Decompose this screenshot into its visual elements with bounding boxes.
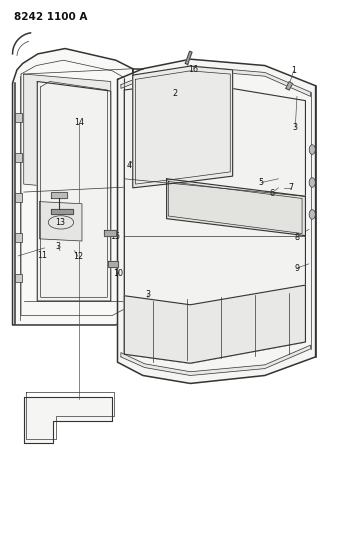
Bar — [15, 114, 22, 122]
Bar — [15, 154, 22, 162]
Bar — [15, 274, 22, 282]
Polygon shape — [104, 230, 116, 236]
Text: 3: 3 — [293, 123, 298, 132]
Text: 12: 12 — [73, 252, 83, 261]
Polygon shape — [24, 74, 111, 192]
Circle shape — [309, 145, 315, 155]
Text: 9: 9 — [294, 264, 300, 272]
Text: 1: 1 — [291, 67, 296, 75]
Polygon shape — [118, 59, 316, 383]
Text: 11: 11 — [37, 252, 47, 260]
Text: 3: 3 — [56, 242, 61, 251]
Text: 4: 4 — [127, 161, 132, 170]
Polygon shape — [167, 179, 305, 236]
Polygon shape — [51, 209, 73, 214]
Text: 14: 14 — [74, 118, 84, 127]
Polygon shape — [133, 66, 233, 188]
Circle shape — [309, 209, 315, 219]
Circle shape — [309, 177, 315, 187]
Polygon shape — [108, 261, 118, 266]
Text: 13: 13 — [55, 219, 65, 228]
Text: 5: 5 — [259, 178, 264, 187]
Polygon shape — [37, 82, 111, 301]
Polygon shape — [51, 192, 67, 198]
Polygon shape — [121, 66, 310, 96]
Bar — [15, 233, 22, 241]
Text: 8: 8 — [294, 233, 300, 242]
Text: 16: 16 — [188, 66, 198, 74]
Bar — [15, 193, 22, 201]
Polygon shape — [286, 82, 293, 90]
Polygon shape — [40, 201, 82, 241]
Polygon shape — [13, 49, 133, 325]
Text: 8242 1100 A: 8242 1100 A — [14, 12, 88, 22]
Polygon shape — [124, 82, 305, 364]
Text: 3: 3 — [146, 290, 151, 299]
Polygon shape — [185, 51, 192, 64]
Polygon shape — [24, 397, 112, 443]
Text: 2: 2 — [172, 89, 177, 98]
Polygon shape — [124, 285, 305, 364]
Text: 6: 6 — [269, 189, 274, 198]
Text: 15: 15 — [110, 232, 120, 241]
Text: 7: 7 — [289, 183, 294, 192]
Polygon shape — [121, 345, 310, 375]
Text: 10: 10 — [114, 269, 123, 278]
